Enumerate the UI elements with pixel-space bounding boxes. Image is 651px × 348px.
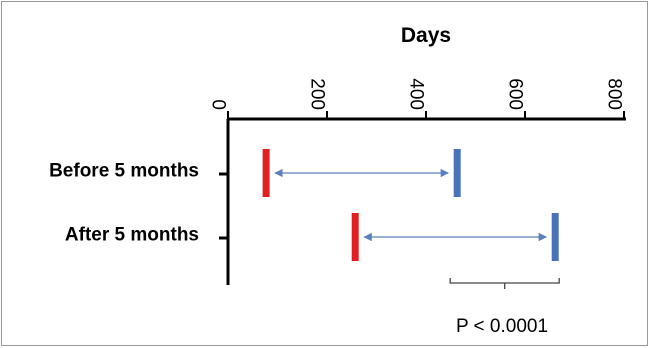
axes xyxy=(219,111,626,285)
x-tick-label: 0 xyxy=(208,99,229,110)
x-tick-label: 800 xyxy=(604,78,625,110)
x-tick-label: 400 xyxy=(406,78,427,110)
x-tick-labels: 0 200 400 600 800 xyxy=(208,78,625,110)
p-value-annotation: P < 0.0001 xyxy=(449,278,560,337)
category-label: After 5 months xyxy=(65,225,199,246)
data-marks xyxy=(262,149,559,261)
end-marker xyxy=(551,213,559,261)
p-value-text: P < 0.0001 xyxy=(456,316,548,337)
x-tick-label: 600 xyxy=(505,78,526,110)
start-marker xyxy=(262,149,270,197)
end-marker xyxy=(453,149,461,197)
significance-bracket xyxy=(449,278,560,284)
chart-title: Days xyxy=(401,24,451,47)
category-label: Before 5 months xyxy=(49,161,199,182)
category-labels: Before 5 months After 5 months xyxy=(49,161,199,246)
x-tick-label: 200 xyxy=(307,78,328,110)
start-marker xyxy=(351,213,359,261)
